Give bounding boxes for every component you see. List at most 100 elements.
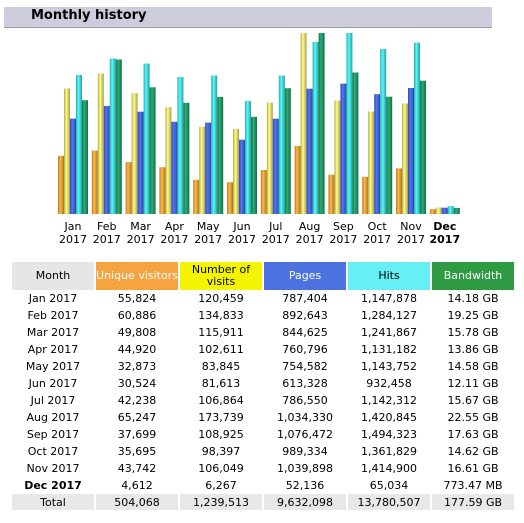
bar-hits-jun xyxy=(245,101,251,214)
cell-unique-visitors: 504,068 xyxy=(96,494,178,510)
header-hits: Hits xyxy=(348,262,430,290)
bar-pages-jul xyxy=(272,118,279,214)
cell-hits: 1,142,312 xyxy=(361,394,417,407)
bar-bandwidth-aug xyxy=(318,33,325,214)
bar-pages-jun xyxy=(239,139,245,214)
x-label-year-feb: 2017 xyxy=(93,233,121,246)
bar-visits-oct xyxy=(368,111,375,214)
cell-pages: 9,632,098 xyxy=(264,494,346,510)
cell-unique-visitors: 60,886 xyxy=(117,309,157,322)
bar-unique-visitors-dec xyxy=(429,209,436,214)
cell-month: Jul 2017 xyxy=(30,394,76,407)
cell-unique-visitors: 55,824 xyxy=(117,292,157,305)
x-label-month-jun: Jun xyxy=(232,220,250,233)
section-title: Monthly history xyxy=(31,8,147,23)
bar-bandwidth-dec xyxy=(453,207,460,214)
bar-bandwidth-feb xyxy=(115,59,122,214)
bar-hits-aug xyxy=(312,41,319,215)
bar-visits-mar xyxy=(131,93,138,214)
x-label-year-mar: 2017 xyxy=(127,233,155,246)
bar-unique-visitors-nov xyxy=(396,168,402,214)
x-axis-labels: Jan2017Feb2017Mar2017Apr2017May2017Jun20… xyxy=(59,220,460,246)
bar-unique-visitors-may xyxy=(193,179,200,214)
bar-bandwidth-sep xyxy=(352,72,359,214)
bar-unique-visitors-apr xyxy=(159,167,166,214)
bar-hits-may xyxy=(211,75,218,214)
monthly-history-chart: Jan2017Feb2017Mar2017Apr2017May2017Jun20… xyxy=(58,33,460,246)
cell-hits: 1,414,900 xyxy=(361,462,417,475)
x-label-month-jan: Jan xyxy=(64,220,82,233)
cell-unique-visitors: 43,742 xyxy=(117,462,157,475)
bar-pages-mar xyxy=(137,111,144,214)
bar-unique-visitors-aug xyxy=(294,146,301,214)
x-label-year-jul: 2017 xyxy=(262,233,290,246)
x-label-month-apr: Apr xyxy=(165,220,185,233)
bar-visits-apr xyxy=(165,107,172,214)
table-row: Jan 2017 55,824 120,459 787,404 1,147,878 14.… xyxy=(12,290,514,307)
table-row: Aug 2017 65,247 173,739 1,034,330 1,420,845 2… xyxy=(12,409,514,426)
cell-visits: 108,925 xyxy=(198,428,244,441)
bar-pages-apr xyxy=(171,121,178,214)
cell-unique-visitors: 37,699 xyxy=(117,428,157,441)
bar-hits-nov xyxy=(414,42,420,214)
cell-bandwidth: 22.55 GB xyxy=(447,411,499,424)
table-row: Dec 2017 4,612 6,267 52,136 65,034 773.47 MB xyxy=(12,477,514,494)
cell-pages: 754,582 xyxy=(282,360,328,373)
header-visits: Number of visits xyxy=(180,262,262,290)
bar-hits-apr xyxy=(177,77,184,214)
cell-unique-visitors: 35,695 xyxy=(117,445,157,458)
cell-hits: 1,131,182 xyxy=(361,343,417,356)
cell-bandwidth: 17.63 GB xyxy=(447,428,499,441)
cell-bandwidth: 15.78 GB xyxy=(447,326,499,339)
bar-hits-feb xyxy=(109,58,116,214)
bar-unique-visitors-sep xyxy=(328,174,335,214)
cell-month: Mar 2017 xyxy=(26,326,80,339)
cell-unique-visitors: 4,612 xyxy=(121,479,153,492)
cell-pages: 1,034,330 xyxy=(277,411,333,424)
bar-pages-sep xyxy=(340,83,347,214)
bar-visits-nov xyxy=(402,103,408,214)
cell-visits: 115,911 xyxy=(198,326,244,339)
cell-month: Jan 2017 xyxy=(28,292,78,305)
bar-bandwidth-oct xyxy=(386,96,393,214)
cell-unique-visitors: 49,808 xyxy=(117,326,157,339)
x-label-year-jan: 2017 xyxy=(59,233,87,246)
header-bandwidth: Bandwidth xyxy=(432,262,514,290)
x-label-month-may: May xyxy=(197,220,220,233)
x-label-year-aug: 2017 xyxy=(296,233,324,246)
cell-month: Nov 2017 xyxy=(26,462,80,475)
cell-pages: 844,625 xyxy=(282,326,328,339)
cell-hits: 1,143,752 xyxy=(361,360,417,373)
bar-pages-jan xyxy=(70,118,76,214)
table-row: Oct 2017 35,695 98,397 989,334 1,361,829 14.6… xyxy=(12,443,514,460)
bar-pages-oct xyxy=(374,94,381,214)
cell-hits: 1,494,323 xyxy=(361,428,417,441)
cell-bandwidth: 14.62 GB xyxy=(447,445,499,458)
x-label-year-sep: 2017 xyxy=(329,233,357,246)
x-label-month-nov: Nov xyxy=(400,220,422,233)
bar-unique-visitors-feb xyxy=(91,150,98,214)
bar-hits-sep xyxy=(346,33,353,214)
cell-pages: 1,039,898 xyxy=(277,462,333,475)
bar-bandwidth-mar xyxy=(149,87,156,214)
cell-unique-visitors: 30,524 xyxy=(117,377,157,390)
x-label-month-feb: Feb xyxy=(97,220,116,233)
table-total-row: Total 504,068 1,239,513 9,632,098 13,780,507… xyxy=(12,494,514,510)
bar-hits-dec xyxy=(447,206,454,214)
cell-bandwidth: 15.67 GB xyxy=(447,394,499,407)
cell-bandwidth: 16.61 GB xyxy=(447,462,499,475)
cell-pages: 1,076,472 xyxy=(277,428,333,441)
x-label-month-aug: Aug xyxy=(299,220,320,233)
cell-month: Oct 2017 xyxy=(27,445,79,458)
bar-visits-may xyxy=(199,126,206,214)
table-row: Jul 2017 42,238 106,864 786,550 1,142,312 15.… xyxy=(12,392,514,409)
monthly-stats-table: Month Unique visitors Number of visits P… xyxy=(10,262,516,510)
bar-unique-visitors-mar xyxy=(125,162,132,214)
cell-unique-visitors: 65,247 xyxy=(117,411,157,424)
x-label-year-may: 2017 xyxy=(194,233,222,246)
cell-bandwidth: 13.86 GB xyxy=(447,343,499,356)
bar-pages-nov xyxy=(408,88,414,214)
cell-month: Aug 2017 xyxy=(26,411,80,424)
x-label-year-oct: 2017 xyxy=(363,233,391,246)
cell-unique-visitors: 44,920 xyxy=(117,343,157,356)
